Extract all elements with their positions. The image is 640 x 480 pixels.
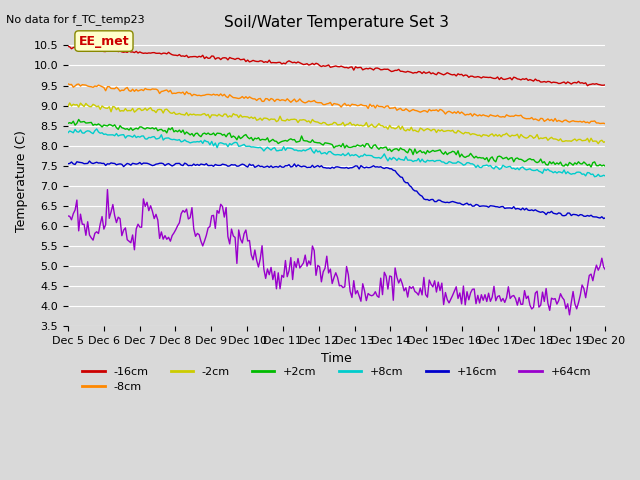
+2cm [64,120,72,126]
+16cm [86,158,93,164]
-16cm [551,80,559,85]
+64cm [386,273,394,279]
X-axis label: Time: Time [321,352,352,365]
+2cm [553,160,561,166]
+2cm [395,148,403,154]
-2cm [384,126,392,132]
Line: +2cm: +2cm [68,120,605,167]
-2cm [68,103,76,109]
-8cm [384,103,392,108]
-16cm [382,66,390,72]
+2cm [588,164,595,170]
Line: -16cm: -16cm [68,46,605,86]
+8cm [553,170,561,176]
-8cm [393,108,401,113]
Line: -2cm: -2cm [68,103,605,144]
+2cm [384,147,392,153]
Legend: -16cm, -8cm, -2cm, +2cm, +8cm, +16cm, +64cm: -16cm, -8cm, -2cm, +2cm, +8cm, +16cm, +6… [78,362,595,396]
+8cm [93,126,100,132]
Line: +64cm: +64cm [68,190,605,315]
Line: +8cm: +8cm [68,129,605,177]
-16cm [64,43,72,49]
+2cm [386,146,394,152]
-16cm [584,83,591,89]
+64cm [64,213,72,219]
+8cm [591,174,598,180]
-16cm [602,82,609,88]
-8cm [64,81,72,87]
Line: -8cm: -8cm [68,84,605,124]
-8cm [551,116,559,121]
+16cm [64,161,72,167]
+8cm [64,130,72,136]
-16cm [384,66,392,72]
+16cm [386,166,394,172]
-16cm [393,68,401,73]
-2cm [64,104,72,109]
+64cm [519,301,527,307]
+16cm [66,161,74,167]
-2cm [66,100,74,106]
+16cm [519,205,527,211]
+8cm [66,128,74,134]
-8cm [517,112,525,118]
-16cm [517,77,525,83]
+64cm [66,214,74,219]
+2cm [66,120,74,126]
+16cm [600,216,607,221]
-8cm [382,103,390,109]
Y-axis label: Temperature (C): Temperature (C) [15,130,28,232]
+16cm [602,215,609,221]
-8cm [66,82,74,87]
-2cm [602,139,609,144]
+8cm [384,158,392,164]
Title: Soil/Water Temperature Set 3: Soil/Water Temperature Set 3 [224,15,449,30]
+16cm [395,172,403,178]
+16cm [384,165,392,171]
+2cm [75,117,83,122]
+8cm [395,156,403,161]
Text: EE_met: EE_met [79,35,129,48]
Line: +16cm: +16cm [68,161,605,218]
-2cm [595,141,602,146]
-2cm [553,137,561,143]
+64cm [553,301,561,307]
+64cm [566,312,573,318]
+64cm [395,280,403,286]
-8cm [602,121,609,127]
-2cm [519,133,527,139]
Text: No data for f_TC_temp23: No data for f_TC_temp23 [6,14,145,25]
+2cm [519,157,527,163]
+8cm [602,173,609,179]
+2cm [602,164,609,169]
+64cm [104,187,111,192]
-2cm [386,122,394,128]
+64cm [384,286,392,292]
+16cm [553,211,561,217]
+8cm [519,164,527,170]
-2cm [395,123,403,129]
+64cm [602,267,609,273]
-16cm [66,44,74,50]
+8cm [386,155,394,161]
